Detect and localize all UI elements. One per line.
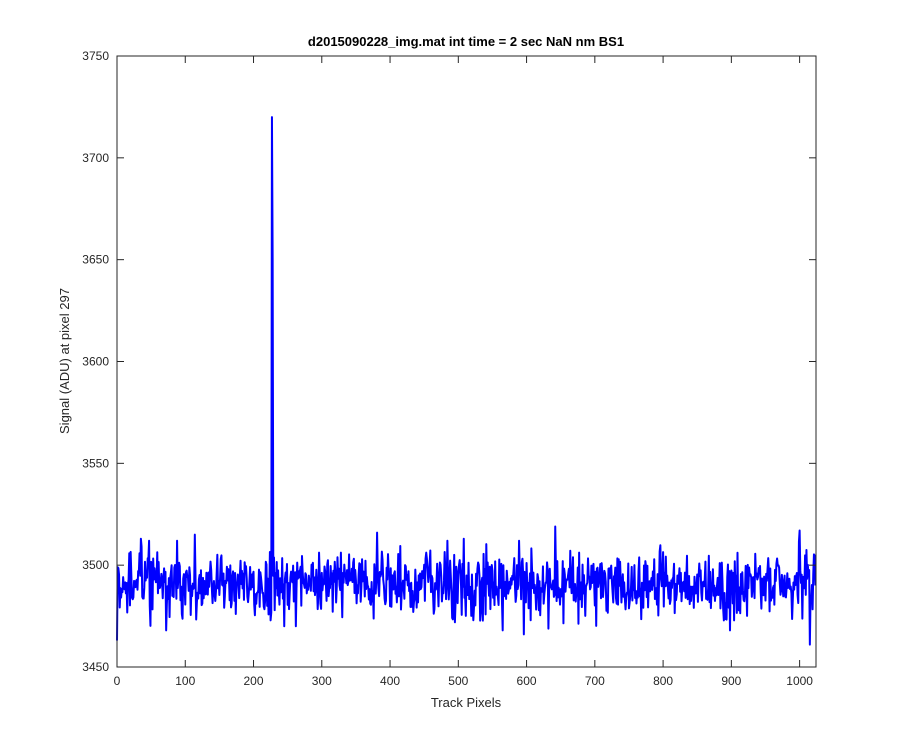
y-tick-label: 3550 <box>82 456 109 470</box>
x-tick-label: 200 <box>244 674 264 688</box>
y-ticks: 3450 3500 3550 3600 3650 3700 3750 <box>82 49 816 674</box>
series-line <box>116 116 817 646</box>
x-tick-label: 600 <box>517 674 537 688</box>
y-tick-label: 3600 <box>82 355 109 369</box>
series-layer <box>116 116 817 646</box>
x-tick-label: 400 <box>380 674 400 688</box>
x-tick-label: 900 <box>721 674 741 688</box>
y-tick-label: 3650 <box>82 253 109 267</box>
x-tick-label: 800 <box>653 674 673 688</box>
x-tick-label: 300 <box>312 674 332 688</box>
x-tick-label: 0 <box>114 674 121 688</box>
y-tick-label: 3450 <box>82 660 109 674</box>
y-tick-label: 3700 <box>82 151 109 165</box>
x-tick-label: 500 <box>448 674 468 688</box>
x-tick-label: 1000 <box>786 674 813 688</box>
x-axis-label: Track Pixels <box>431 695 502 710</box>
chart-title: d2015090228_img.mat int time = 2 sec NaN… <box>308 34 624 49</box>
y-tick-label: 3750 <box>82 49 109 63</box>
y-tick-label: 3500 <box>82 558 109 572</box>
x-ticks: 0 100 200 300 400 500 600 700 800 900 1000 <box>114 56 813 688</box>
x-tick-label: 700 <box>585 674 605 688</box>
y-axis-label: Signal (ADU) at pixel 297 <box>57 288 72 434</box>
x-tick-label: 100 <box>175 674 195 688</box>
